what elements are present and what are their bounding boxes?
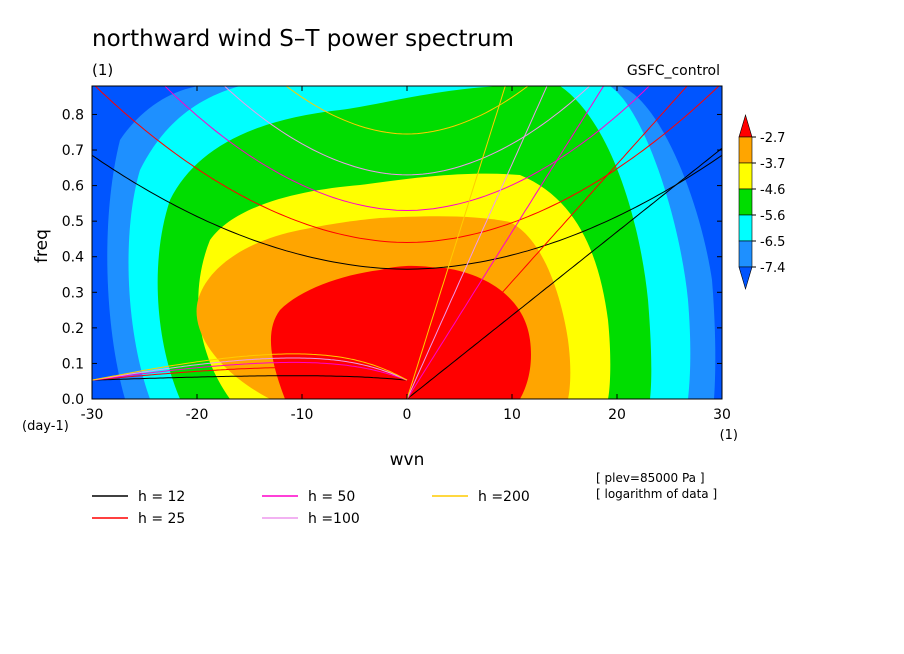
y-axis-units: (day-1) <box>22 419 69 434</box>
colorbar-label: -4.6 <box>760 183 785 198</box>
colorbar-box <box>738 162 753 190</box>
kelvin-curve-h200 <box>406 86 506 399</box>
inertia-gravity-curve-h100 <box>223 86 591 176</box>
colorbar-label: -7.4 <box>760 261 785 276</box>
colorbar-label: -3.7 <box>760 157 785 172</box>
rossby-curve-h25 <box>92 367 408 381</box>
rossby-curve-h200 <box>92 353 408 381</box>
colorbar-label: -6.5 <box>760 235 785 250</box>
plot-area <box>92 86 722 399</box>
y-tick-label: 0.2 <box>62 321 84 337</box>
dispersion-curves <box>92 86 722 399</box>
run-label: GSFC_control <box>627 63 720 79</box>
inertia-gravity-curve-h25 <box>94 86 720 244</box>
x-axis: -30 -20 -10 0 10 20 30 <box>81 86 731 423</box>
y-tick-label: 0.1 <box>62 356 84 372</box>
colorbar-box <box>738 214 753 242</box>
legend-label: h =100 <box>308 511 360 527</box>
note-log: [ logarithm of data ] <box>596 487 717 501</box>
chart-title: northward wind S–T power spectrum <box>92 26 514 52</box>
legend-label: h = 25 <box>138 511 185 527</box>
colorbar-box <box>738 188 753 216</box>
y-tick-label: 0.5 <box>62 214 84 230</box>
x-tick-label: 10 <box>503 407 521 423</box>
colorbar-box <box>738 240 753 268</box>
legend-label: h =200 <box>478 489 530 505</box>
y-tick-label: 0.3 <box>62 285 84 301</box>
x-axis-units: (1) <box>720 428 738 443</box>
y-axis: 0.0 0.1 0.2 0.3 0.4 0.5 0.6 0.7 0.8 <box>62 107 722 408</box>
kelvin-curve-h50 <box>406 86 605 399</box>
x-tick-label: 30 <box>713 407 731 423</box>
kelvin-curve-h100 <box>406 86 548 399</box>
rossby-curve-h100 <box>92 357 408 381</box>
kelvin-curve-h12 <box>406 147 722 399</box>
legend-label: h = 50 <box>308 489 355 505</box>
y-tick-label: 0.4 <box>62 250 84 266</box>
x-axis-label: wvn <box>390 450 425 470</box>
y-tick-label: 0.8 <box>62 107 84 123</box>
inertia-gravity-curve-h200 <box>285 86 529 135</box>
colorbar-box <box>738 136 753 164</box>
colorbar: -2.7 -3.7 -4.6 -5.6 -6.5 -7.4 <box>738 113 785 291</box>
x-tick-label: -30 <box>81 407 104 423</box>
y-tick-label: 0.6 <box>62 179 84 195</box>
x-tick-label: -10 <box>291 407 314 423</box>
colorbar-label: -5.6 <box>760 209 785 224</box>
title-units: (1) <box>92 61 113 79</box>
y-tick-label: 0.0 <box>62 392 84 408</box>
legend-label: h = 12 <box>138 489 185 505</box>
inertia-gravity-curve-h12 <box>92 154 722 270</box>
rossby-curve-h50 <box>92 361 408 381</box>
note-plev: [ plev=85000 Pa ] <box>596 471 705 485</box>
x-tick-label: 20 <box>608 407 626 423</box>
colorbar-label: -2.7 <box>760 131 785 146</box>
y-tick-label: 0.7 <box>62 143 84 159</box>
contour-band <box>270 265 531 399</box>
x-tick-label: -20 <box>186 407 209 423</box>
x-tick-label: 0 <box>403 407 412 423</box>
colorbar-bottom-arrow <box>738 266 753 291</box>
kelvin-curve-h25 <box>406 86 688 399</box>
inertia-gravity-curve-h50 <box>164 86 650 212</box>
colorbar-top-arrow <box>738 113 753 138</box>
y-axis-label: freq <box>32 229 52 263</box>
legend: h = 12 h = 25 h = 50 h =100 h =200 <box>92 489 530 527</box>
rossby-curve-h12 <box>92 375 408 381</box>
